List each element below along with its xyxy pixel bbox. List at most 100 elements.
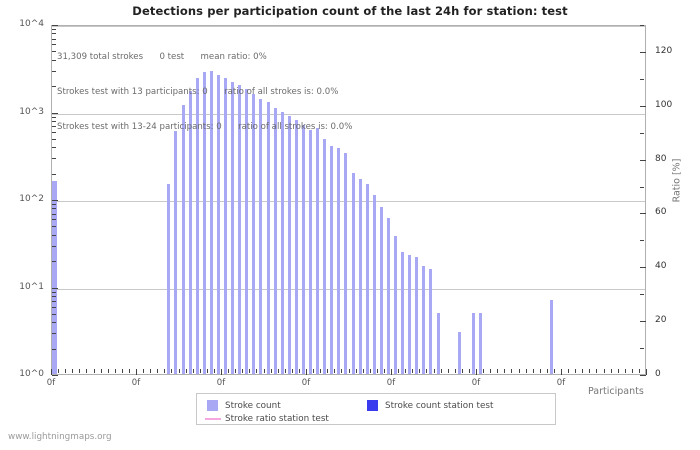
bar xyxy=(344,152,348,374)
plot-area xyxy=(51,25,646,375)
axis-tick xyxy=(143,369,144,373)
axis-tick xyxy=(52,121,56,122)
legend-item-stroke-count-station: Stroke count station test xyxy=(367,400,493,411)
axis-tick xyxy=(157,369,158,373)
axis-tick xyxy=(640,106,646,107)
bar xyxy=(457,332,461,374)
axis-tick xyxy=(52,132,56,133)
axis-tick xyxy=(72,369,73,373)
bar xyxy=(174,130,178,374)
axis-tick xyxy=(561,369,562,375)
bar xyxy=(266,101,270,374)
bar xyxy=(436,312,440,374)
axis-tick xyxy=(625,369,626,373)
annotation-line-1: 31,309 total strokes 0 test mean ratio: … xyxy=(57,52,267,63)
axis-tick xyxy=(540,369,541,373)
axis-tick xyxy=(640,213,646,214)
y-axis-tick-label-left: 10^0 xyxy=(19,369,44,379)
axis-tick xyxy=(611,369,612,373)
bar xyxy=(316,128,320,374)
bar xyxy=(252,93,256,374)
axis-tick xyxy=(306,369,307,375)
axis-tick xyxy=(604,369,605,373)
axis-tick xyxy=(640,52,646,53)
y-axis-tick-label-left: 10^4 xyxy=(19,19,44,29)
axis-tick xyxy=(448,369,449,373)
bar xyxy=(259,98,263,374)
axis-tick xyxy=(582,369,583,373)
gridline xyxy=(52,26,645,27)
bar xyxy=(231,81,235,374)
legend-swatch-stroke-count xyxy=(207,400,218,411)
axis-tick xyxy=(249,369,250,373)
x-axis-tick-label: 0f xyxy=(46,378,56,388)
axis-tick xyxy=(334,369,335,373)
axis-tick xyxy=(52,226,56,227)
axis-tick xyxy=(122,369,123,373)
axis-tick xyxy=(52,235,56,236)
axis-tick xyxy=(504,369,505,373)
axis-tick xyxy=(228,369,229,373)
bar xyxy=(479,312,483,374)
bar xyxy=(238,85,242,374)
axis-tick xyxy=(476,369,477,375)
bar xyxy=(181,104,185,374)
y-axis-tick-label-left: 10^2 xyxy=(19,194,44,204)
axis-tick xyxy=(52,219,56,220)
y-axis-tick-label-right: 120 xyxy=(655,45,673,56)
legend-label-stroke-count: Stroke count xyxy=(225,400,281,411)
axis-tick xyxy=(405,369,406,373)
axis-tick xyxy=(278,369,279,373)
axis-tick xyxy=(171,369,172,373)
bar xyxy=(351,172,355,374)
axis-tick xyxy=(52,301,56,302)
axis-tick xyxy=(640,187,644,188)
axis-tick xyxy=(52,44,56,45)
axis-tick xyxy=(52,39,56,40)
bar xyxy=(294,119,298,374)
axis-tick xyxy=(79,369,80,373)
axis-tick xyxy=(377,369,378,373)
bar xyxy=(301,125,305,374)
axis-tick xyxy=(136,369,137,375)
axis-tick xyxy=(640,267,646,268)
axis-tick xyxy=(52,296,56,297)
axis-tick xyxy=(320,369,321,373)
axis-tick xyxy=(94,369,95,373)
y-axis-tick-label-right: 40 xyxy=(655,261,667,272)
axis-tick xyxy=(398,369,399,373)
axis-tick xyxy=(640,160,646,161)
gridline xyxy=(52,113,645,115)
axis-tick xyxy=(596,369,597,373)
axis-tick xyxy=(52,322,56,323)
axis-tick xyxy=(200,369,201,373)
x-axis-tick-label: 0f xyxy=(301,378,311,388)
axis-tick xyxy=(52,292,56,293)
axis-tick xyxy=(52,51,56,52)
footer-watermark: www.lightningmaps.org xyxy=(8,432,112,442)
y-axis-tick-label-right: 0 xyxy=(655,369,661,379)
bar xyxy=(273,107,277,374)
axis-tick xyxy=(65,369,66,373)
axis-tick xyxy=(115,369,116,373)
axis-tick xyxy=(640,240,644,241)
bar xyxy=(52,181,55,374)
axis-tick xyxy=(533,369,534,373)
bar xyxy=(337,148,341,374)
axis-tick xyxy=(511,369,512,373)
axis-tick xyxy=(455,369,456,373)
axis-tick xyxy=(52,29,56,30)
y-axis-title-right: Ratio [%] xyxy=(671,158,683,203)
axis-tick xyxy=(271,369,272,373)
legend-label-stroke-count-station: Stroke count station test xyxy=(385,400,494,411)
legend-swatch-stroke-count-station xyxy=(367,400,378,411)
bar xyxy=(280,111,284,374)
axis-tick xyxy=(58,369,59,373)
axis-tick xyxy=(186,369,187,373)
y-axis-tick-label-right: 60 xyxy=(655,207,667,218)
axis-tick xyxy=(412,369,413,373)
x-axis-tick-label: 0f xyxy=(471,378,481,388)
y-axis-tick-label-left: 10^1 xyxy=(19,281,44,292)
axis-tick xyxy=(640,294,644,295)
axis-tick xyxy=(52,204,56,205)
